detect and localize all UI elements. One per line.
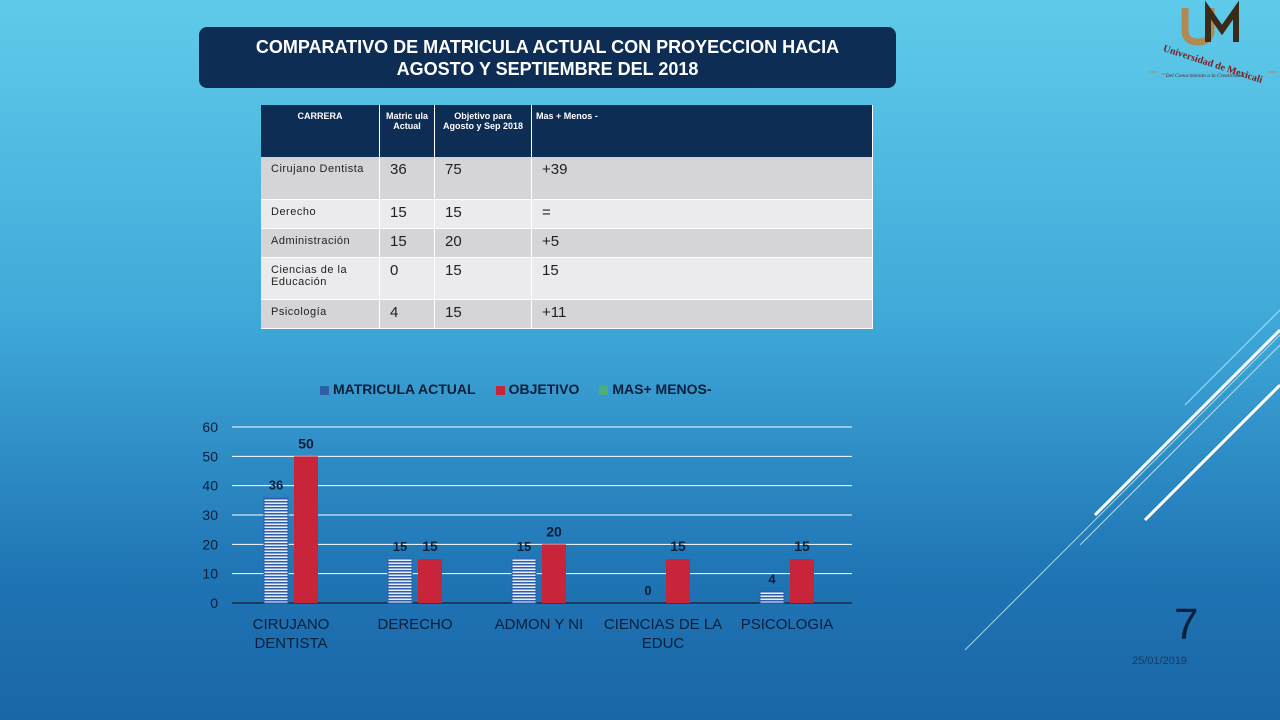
cell-diff: 15 bbox=[531, 257, 873, 300]
data-label: 15 bbox=[422, 538, 438, 554]
cell-actual: 15 bbox=[379, 228, 435, 258]
university-logo: Universidad de Mexicali " Del Conocimien… bbox=[1150, 0, 1278, 85]
cell-actual: 15 bbox=[379, 199, 435, 229]
cell-carrera: Cirujano Dentista bbox=[261, 157, 380, 200]
slide-date: 25/01/2019 bbox=[1132, 655, 1188, 667]
cell-carrera: Ciencias de la Educación bbox=[261, 257, 380, 300]
title-line-1: COMPARATIVO DE MATRICULA ACTUAL CON PROY… bbox=[255, 36, 840, 57]
cell-objetivo: 15 bbox=[434, 199, 532, 229]
y-tick-label: 0 bbox=[210, 595, 218, 611]
data-label: 0 bbox=[644, 583, 651, 598]
x-tick-label: EDUC bbox=[642, 635, 685, 652]
title-line-2: AGOSTO Y SEPTIEMBRE DEL 2018 bbox=[396, 58, 699, 79]
legend-item-objetivo: OBJETIVO bbox=[495, 381, 580, 397]
x-tick-label: DERECHO bbox=[377, 616, 452, 633]
data-label: 15 bbox=[794, 538, 810, 554]
y-tick-label: 50 bbox=[202, 448, 218, 464]
bar-matricula-actual bbox=[387, 558, 413, 604]
legend-label: MAS+ MENOS- bbox=[612, 381, 712, 397]
cell-objetivo: 15 bbox=[434, 257, 532, 300]
cell-objetivo: 15 bbox=[434, 299, 532, 329]
table-header-row: CARRERA Matric ula Actual Objetivo para … bbox=[261, 105, 873, 157]
x-tick-label: ADMON Y NI bbox=[495, 616, 584, 633]
legend-item-actual: MATRICULA ACTUAL bbox=[320, 381, 476, 397]
data-label: 20 bbox=[546, 523, 562, 539]
header-diff: Mas + Menos - bbox=[531, 105, 873, 157]
data-label: 15 bbox=[393, 539, 407, 554]
table-row: Cirujano Dentista 36 75 +39 bbox=[261, 157, 873, 200]
y-tick-label: 20 bbox=[202, 536, 218, 552]
table-row: Administración 15 20 +5 bbox=[261, 228, 873, 258]
cell-carrera: Derecho bbox=[261, 199, 380, 229]
cell-actual: 36 bbox=[379, 157, 435, 200]
chart-legend: MATRICULA ACTUAL OBJETIVO MAS+ MENOS- bbox=[320, 381, 712, 397]
data-label: 4 bbox=[768, 571, 776, 586]
x-tick-label: DENTISTA bbox=[254, 635, 327, 652]
data-label: 36 bbox=[269, 477, 283, 492]
data-label: 50 bbox=[298, 435, 314, 451]
bar-objetivo bbox=[790, 559, 814, 603]
y-tick-label: 40 bbox=[202, 478, 218, 494]
cell-actual: 0 bbox=[379, 257, 435, 300]
header-objetivo: Objetivo para Agosto y Sep 2018 bbox=[434, 105, 532, 157]
cell-diff: = bbox=[531, 199, 873, 229]
legend-label: MATRICULA ACTUAL bbox=[333, 381, 476, 397]
legend-item-diff: MAS+ MENOS- bbox=[599, 381, 712, 397]
bar-matricula-actual bbox=[511, 558, 537, 604]
cell-diff: +39 bbox=[531, 157, 873, 200]
bar-objetivo bbox=[666, 559, 690, 603]
enrollment-table: CARRERA Matric ula Actual Objetivo para … bbox=[261, 105, 873, 329]
cell-actual: 4 bbox=[379, 299, 435, 329]
table-row: Derecho 15 15 = bbox=[261, 199, 873, 229]
y-tick-label: 60 bbox=[202, 419, 218, 435]
svg-text:" Del Conocimiento a la Creati: " Del Conocimiento a la Creatividad " bbox=[1162, 73, 1247, 79]
legend-label: OBJETIVO bbox=[508, 381, 580, 397]
header-carrera: CARRERA bbox=[261, 105, 380, 157]
x-tick-label: CIRUJANO bbox=[253, 616, 330, 633]
y-tick-label: 30 bbox=[202, 507, 218, 523]
cell-diff: +11 bbox=[531, 299, 873, 329]
x-tick-label: PSICOLOGIA bbox=[741, 616, 834, 633]
bar-matricula-actual bbox=[263, 496, 289, 604]
bar-objetivo bbox=[294, 456, 318, 603]
cell-carrera: Administración bbox=[261, 228, 380, 258]
slide-title: COMPARATIVO DE MATRICULA ACTUAL CON PROY… bbox=[199, 27, 896, 88]
cell-objetivo: 20 bbox=[434, 228, 532, 258]
header-actual: Matric ula Actual bbox=[379, 105, 435, 157]
cell-diff: +5 bbox=[531, 228, 873, 258]
bar-objetivo bbox=[542, 544, 566, 603]
bar-matricula-actual bbox=[759, 590, 785, 604]
page-number: 7 bbox=[1174, 600, 1199, 649]
cell-carrera: Psicología bbox=[261, 299, 380, 329]
table-row: Ciencias de la Educación 0 15 15 bbox=[261, 257, 873, 300]
data-label: 15 bbox=[670, 538, 686, 554]
bar-objetivo bbox=[418, 559, 442, 603]
data-label: 15 bbox=[517, 539, 531, 554]
x-tick-label: CIENCIAS DE LA bbox=[604, 616, 722, 633]
cell-objetivo: 75 bbox=[434, 157, 532, 200]
y-tick-label: 10 bbox=[202, 566, 218, 582]
table-row: Psicología 4 15 +11 bbox=[261, 299, 873, 329]
